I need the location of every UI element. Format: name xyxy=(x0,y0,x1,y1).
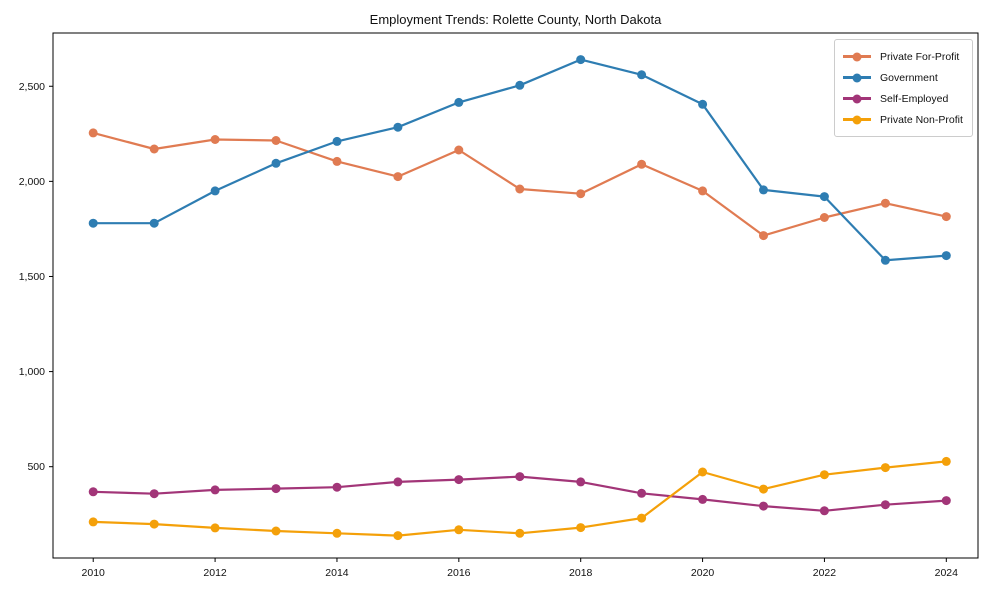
data-point-marker xyxy=(819,470,829,480)
data-point-marker xyxy=(576,55,586,65)
data-point-marker xyxy=(941,456,951,466)
data-point-marker xyxy=(393,172,403,182)
data-point-marker xyxy=(393,122,403,132)
data-point-marker xyxy=(880,500,890,510)
data-point-marker xyxy=(576,477,586,487)
data-point-marker xyxy=(332,136,342,146)
legend-marker-line xyxy=(843,52,871,61)
x-tick-label: 2024 xyxy=(935,567,959,579)
data-point-marker xyxy=(454,475,464,485)
data-point-marker xyxy=(698,186,708,196)
data-point-marker xyxy=(880,463,890,473)
data-point-marker xyxy=(515,80,525,90)
legend-item: Government xyxy=(843,67,963,88)
legend-marker-dot-icon xyxy=(852,115,862,124)
data-point-marker xyxy=(819,506,829,516)
legend: Private For-Profit Government Self-Employe… xyxy=(834,39,973,137)
data-point-marker xyxy=(149,218,159,228)
data-point-marker xyxy=(210,523,220,533)
data-point-marker xyxy=(941,212,951,222)
data-point-marker xyxy=(515,184,525,194)
x-tick-label: 2022 xyxy=(813,567,837,579)
data-point-marker xyxy=(88,487,98,497)
data-point-marker xyxy=(88,128,98,138)
data-point-marker xyxy=(941,251,951,261)
y-tick-label: 2,000 xyxy=(19,176,45,188)
x-tick-label: 2012 xyxy=(203,567,227,579)
data-point-marker xyxy=(210,186,220,196)
y-tick-label: 1,500 xyxy=(19,271,45,283)
data-point-marker xyxy=(332,482,342,492)
y-tick-label: 500 xyxy=(27,461,45,473)
data-point-marker xyxy=(88,517,98,527)
chart-title: Employment Trends: Rolette County, North… xyxy=(369,12,662,27)
legend-item: Private Non-Profit xyxy=(843,109,963,130)
data-point-marker xyxy=(149,519,159,529)
data-point-marker xyxy=(880,255,890,265)
data-point-marker xyxy=(271,526,281,536)
x-tick-label: 2018 xyxy=(569,567,593,579)
legend-label: Self-Employed xyxy=(880,92,949,105)
data-point-marker xyxy=(515,528,525,538)
axes-frame xyxy=(52,32,979,559)
legend-marker-dot-icon xyxy=(852,94,862,103)
data-point-marker xyxy=(941,496,951,506)
data-point-marker xyxy=(759,185,768,195)
data-point-marker xyxy=(454,145,464,155)
data-point-marker xyxy=(332,528,342,538)
x-tick-label: 2010 xyxy=(82,567,106,579)
data-point-marker xyxy=(698,467,708,477)
data-point-marker xyxy=(637,159,647,169)
data-point-marker xyxy=(271,136,281,145)
legend-label: Private For-Profit xyxy=(880,50,960,63)
data-point-marker xyxy=(210,485,220,495)
x-tick-label: 2016 xyxy=(447,567,471,579)
legend-marker-line xyxy=(843,94,871,103)
data-point-marker xyxy=(210,135,220,144)
x-tick-label: 2014 xyxy=(325,567,349,579)
legend-item: Private For-Profit xyxy=(843,46,963,67)
x-tick-label: 2020 xyxy=(691,567,715,579)
data-point-marker xyxy=(698,494,708,504)
series-line xyxy=(92,131,947,237)
data-point-marker xyxy=(759,231,768,241)
data-point-marker xyxy=(759,501,768,511)
data-point-marker xyxy=(637,70,647,80)
data-point-marker xyxy=(454,525,464,535)
legend-marker-line xyxy=(843,115,871,124)
y-tick-label: 2,500 xyxy=(19,81,45,93)
data-point-marker xyxy=(271,484,281,494)
legend-label: Government xyxy=(880,71,938,84)
data-point-marker xyxy=(271,158,281,168)
legend-marker-dot-icon xyxy=(852,52,862,61)
legend-marker-line xyxy=(843,73,871,82)
data-point-marker xyxy=(637,513,647,523)
data-point-marker xyxy=(819,213,829,222)
data-point-marker xyxy=(149,489,159,499)
data-point-marker xyxy=(88,218,98,228)
data-point-marker xyxy=(880,198,890,208)
legend-item: Self-Employed xyxy=(843,88,963,109)
data-point-marker xyxy=(576,523,586,533)
data-point-marker xyxy=(637,488,647,498)
data-point-marker xyxy=(515,472,525,482)
series-line xyxy=(93,475,947,512)
data-point-marker xyxy=(393,477,403,487)
legend-marker-dot-icon xyxy=(852,73,862,82)
data-point-marker xyxy=(576,189,586,199)
data-point-marker xyxy=(759,484,768,494)
data-point-marker xyxy=(698,99,708,109)
data-point-marker xyxy=(454,97,464,107)
legend-label: Private Non-Profit xyxy=(880,113,963,126)
data-point-marker xyxy=(819,192,829,202)
data-point-marker xyxy=(332,156,342,166)
data-point-marker xyxy=(149,144,159,154)
y-tick-label: 1,000 xyxy=(19,366,45,378)
data-point-marker xyxy=(393,531,403,541)
